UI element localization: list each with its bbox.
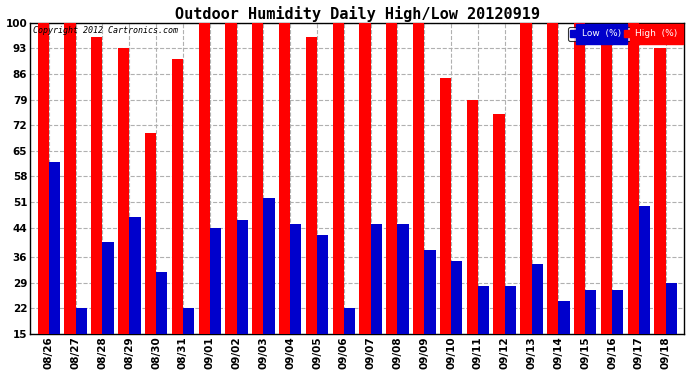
Bar bbox=[639, 206, 650, 375]
Bar bbox=[199, 23, 210, 375]
Bar bbox=[574, 23, 585, 375]
Bar bbox=[478, 286, 489, 375]
Bar bbox=[531, 264, 543, 375]
Bar bbox=[103, 242, 114, 375]
Title: Outdoor Humidity Daily High/Low 20120919: Outdoor Humidity Daily High/Low 20120919 bbox=[175, 6, 540, 21]
Bar bbox=[397, 224, 408, 375]
Bar bbox=[440, 78, 451, 375]
Bar bbox=[252, 23, 264, 375]
Bar bbox=[424, 250, 435, 375]
Legend: Low  (%), High  (%): Low (%), High (%) bbox=[568, 27, 680, 41]
Bar bbox=[628, 23, 639, 375]
Bar bbox=[306, 38, 317, 375]
Bar bbox=[290, 224, 302, 375]
Bar bbox=[317, 235, 328, 375]
Bar bbox=[344, 308, 355, 375]
Bar bbox=[49, 162, 60, 375]
Bar bbox=[505, 286, 516, 375]
Bar bbox=[172, 59, 183, 375]
Bar bbox=[91, 38, 103, 375]
Bar bbox=[601, 34, 612, 375]
Bar bbox=[37, 23, 49, 375]
Bar bbox=[333, 23, 344, 375]
Bar bbox=[493, 114, 505, 375]
Bar bbox=[413, 23, 424, 375]
Bar bbox=[547, 23, 558, 375]
Bar bbox=[226, 23, 237, 375]
Bar bbox=[359, 23, 371, 375]
Bar bbox=[666, 282, 677, 375]
Bar bbox=[156, 272, 168, 375]
Bar bbox=[76, 308, 87, 375]
Bar bbox=[386, 23, 397, 375]
Bar bbox=[371, 224, 382, 375]
Bar bbox=[210, 228, 221, 375]
Bar bbox=[183, 308, 194, 375]
Bar bbox=[612, 290, 623, 375]
Bar bbox=[466, 100, 478, 375]
Bar bbox=[558, 301, 570, 375]
Bar bbox=[237, 220, 248, 375]
Bar bbox=[145, 132, 156, 375]
Bar bbox=[654, 48, 666, 375]
Text: Copyright 2012 Cartronics.com: Copyright 2012 Cartronics.com bbox=[33, 26, 178, 35]
Bar bbox=[118, 48, 129, 375]
Bar bbox=[279, 23, 290, 375]
Bar bbox=[585, 290, 596, 375]
Bar bbox=[264, 198, 275, 375]
Bar bbox=[64, 23, 76, 375]
Bar bbox=[129, 217, 141, 375]
Bar bbox=[520, 23, 531, 375]
Bar bbox=[451, 261, 462, 375]
